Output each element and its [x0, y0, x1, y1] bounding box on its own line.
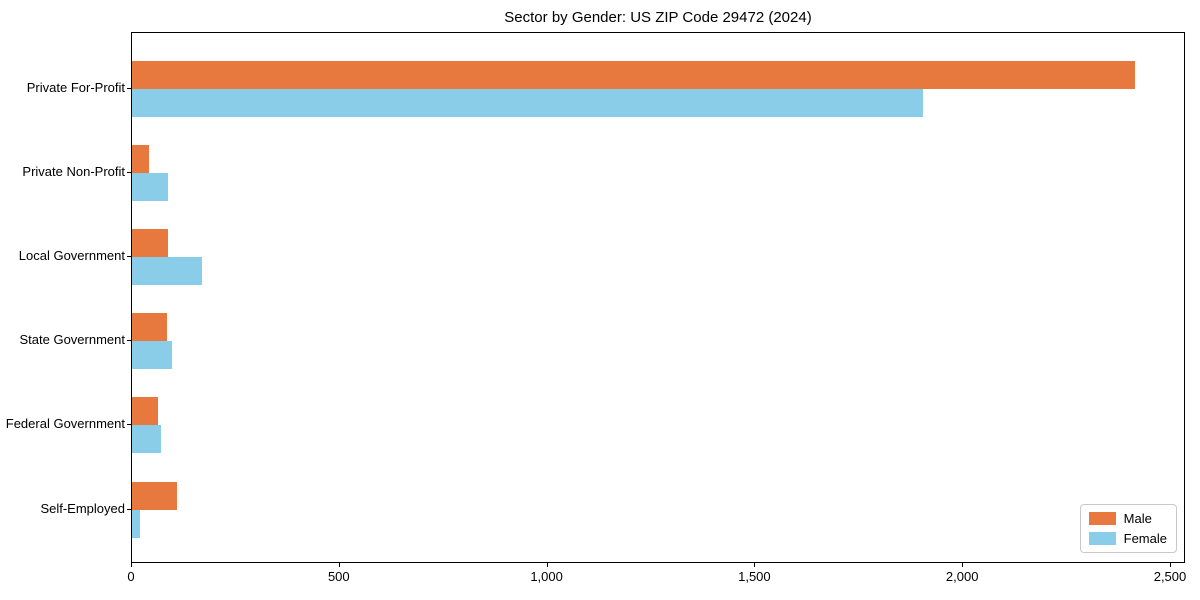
legend-swatch-male	[1088, 512, 1116, 525]
y-tick-mark	[127, 256, 131, 258]
chart-title: Sector by Gender: US ZIP Code 29472 (202…	[504, 9, 812, 26]
male-bar-private-for-profit	[132, 61, 1136, 89]
male-bar-self-employed	[132, 481, 177, 510]
legend-label: Female	[1123, 531, 1167, 546]
y-axis-label-self-employed: Self-Employed	[40, 500, 125, 516]
male-bar-private-non-profit	[132, 145, 149, 174]
legend: Male Female	[1079, 504, 1177, 553]
male-bar-state-government	[132, 313, 168, 342]
female-bar-federal-government	[132, 425, 162, 454]
x-axis-tick-label: 2,500	[1153, 569, 1187, 584]
plot-area	[131, 32, 1185, 563]
male-bar-local-government	[132, 229, 169, 258]
y-tick-mark	[127, 508, 131, 510]
x-axis-tick-label: 1,000	[530, 569, 563, 584]
female-bar-private-non-profit	[132, 173, 169, 202]
x-axis-tick-label: 500	[327, 569, 350, 584]
x-tick-mark	[962, 563, 964, 567]
legend-entry-male: Male	[1088, 511, 1167, 526]
y-tick-mark	[127, 88, 131, 89]
x-tick-mark	[1170, 563, 1171, 567]
y-axis-label-local-government: Local Government	[18, 248, 125, 264]
y-axis-label-private-non-profit: Private Non-Profit	[22, 164, 125, 180]
x-tick-mark	[131, 563, 132, 567]
y-tick-mark	[127, 172, 131, 174]
female-bar-private-for-profit	[132, 89, 923, 117]
female-bar-local-government	[132, 257, 202, 286]
x-tick-mark	[754, 563, 756, 567]
legend-label: Male	[1123, 511, 1152, 526]
x-axis-tick-label: 1,500	[738, 569, 771, 584]
y-axis-label-state-government: State Government	[19, 332, 126, 348]
x-tick-mark	[546, 563, 548, 567]
x-tick-mark	[338, 563, 340, 567]
y-axis-label-federal-government: Federal Government	[5, 416, 125, 432]
x-axis-tick-label: 0	[127, 569, 135, 584]
x-axis-tick-label: 2,000	[945, 569, 979, 584]
legend-entry-female: Female	[1088, 531, 1167, 546]
female-bar-self-employed	[132, 509, 140, 538]
y-axis-label-private-for-profit: Private For-Profit	[26, 80, 125, 95]
y-tick-mark	[127, 424, 131, 426]
legend-swatch-female	[1088, 532, 1116, 545]
y-tick-mark	[127, 340, 131, 342]
female-bar-state-government	[132, 341, 172, 370]
male-bar-federal-government	[132, 397, 159, 426]
